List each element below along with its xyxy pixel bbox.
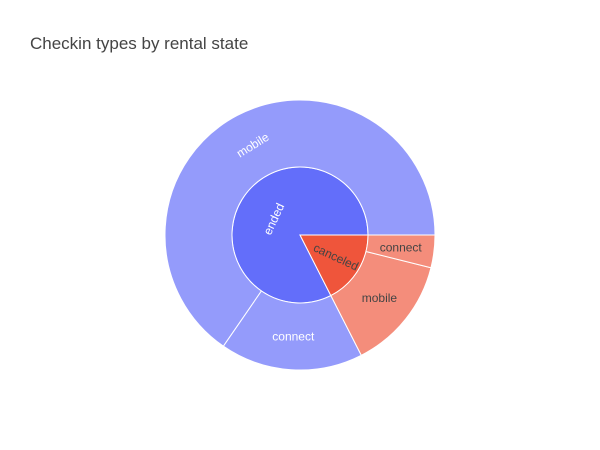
chart-title: Checkin types by rental state [30,34,249,53]
sunburst-segment-ended-connect[interactable] [222,290,362,371]
sunburst-segment-canceled-connect[interactable] [365,234,436,269]
sunburst-label-ended-connect: connect [272,329,315,343]
sunburst-segment-ended-mobile[interactable] [164,99,436,347]
sunburst-label-canceled-mobile: mobile [362,291,398,305]
sunburst-label-canceled-connect: connect [380,240,423,254]
sunburst-segment-canceled-mobile[interactable] [330,250,432,356]
